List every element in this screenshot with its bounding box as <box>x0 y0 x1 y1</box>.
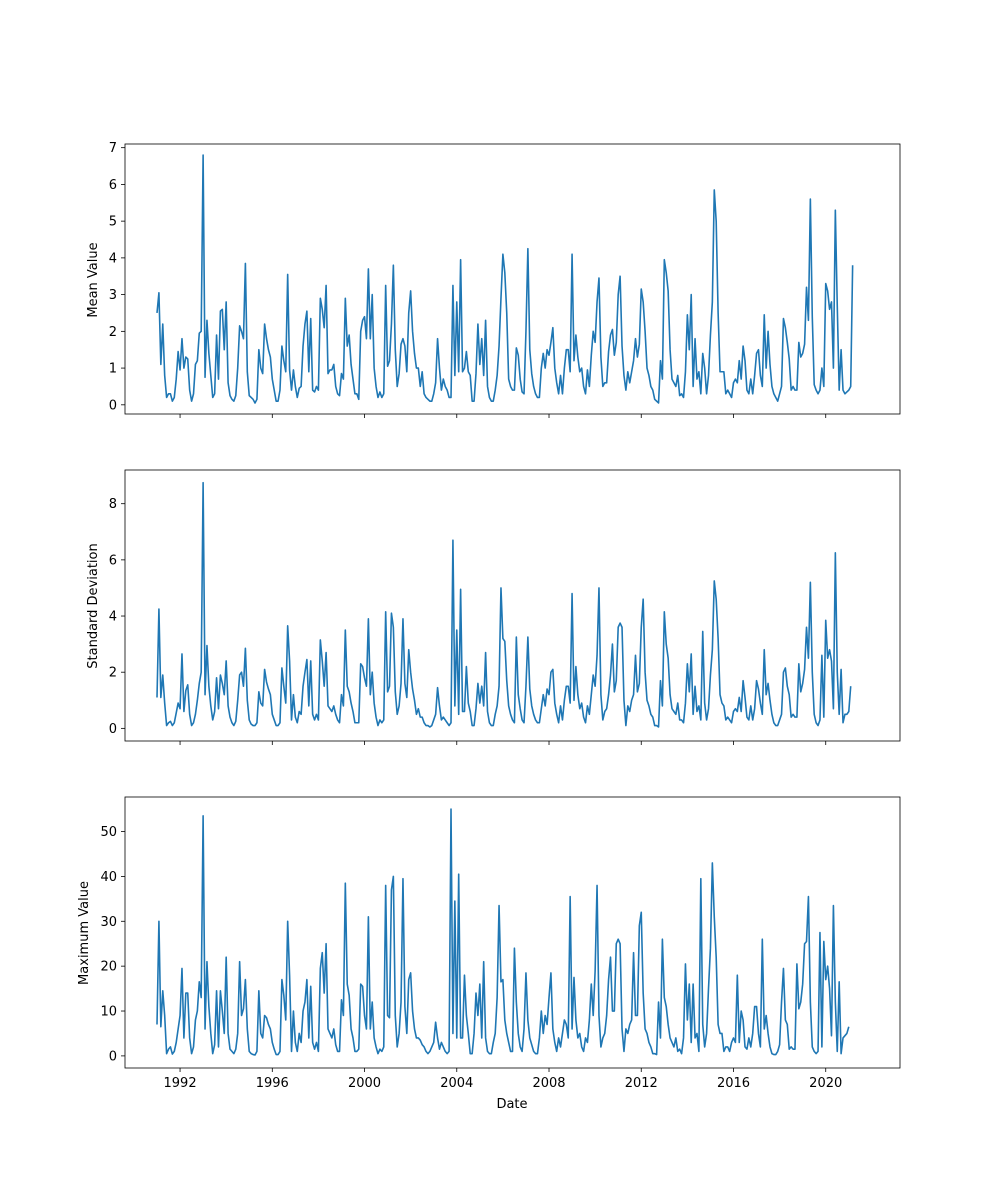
y-tick-label: 10 <box>100 1005 117 1020</box>
y-tick-label: 3 <box>109 288 117 303</box>
series-line-standard-deviation <box>156 481 852 728</box>
x-tick-label: 2004 <box>440 1076 473 1091</box>
y-tick-label: 0 <box>109 722 117 737</box>
y-tick-label: 7 <box>109 141 117 156</box>
y-tick-label: 20 <box>100 960 117 975</box>
y-tick-label: 2 <box>109 325 117 340</box>
panel-standard-deviation: 0 2 4 6 8 Standard Deviation <box>86 469 901 745</box>
y-tick-label: 0 <box>109 398 117 413</box>
y-tick-label: 8 <box>109 497 117 512</box>
x-tick-label: 1996 <box>256 1076 289 1091</box>
x-ticks <box>179 741 827 745</box>
y-tick-label: 2 <box>109 666 117 681</box>
y-tick-label: 4 <box>109 251 117 266</box>
y-axis-label: Mean Value <box>86 242 101 317</box>
y-ticks: 0 10 20 30 40 50 <box>100 825 125 1064</box>
y-tick-label: 4 <box>109 610 117 625</box>
plot-area <box>124 469 901 742</box>
y-tick-label: 40 <box>100 870 117 885</box>
y-ticks: 0 1 2 3 4 5 6 7 <box>109 141 125 413</box>
y-tick-label: 6 <box>109 553 117 568</box>
y-axis-label: Maximum Value <box>77 881 92 985</box>
x-ticks: 1992 1996 2000 2004 2008 2012 2016 2020 <box>164 1068 842 1091</box>
x-tick-label: 2008 <box>532 1076 565 1091</box>
y-tick-label: 0 <box>109 1049 117 1064</box>
y-tick-label: 6 <box>109 178 117 193</box>
y-ticks: 0 2 4 6 8 <box>109 497 125 737</box>
y-tick-label: 1 <box>109 362 117 377</box>
series-line-mean-value <box>156 154 854 404</box>
panel-maximum-value: 0 10 20 30 40 50 1992 1996 2000 2004 2008 2012 2016… <box>77 796 901 1112</box>
plot-area <box>124 143 901 415</box>
y-tick-label: 50 <box>100 825 117 840</box>
y-tick-label: 30 <box>100 915 117 930</box>
panel-mean-value: 0 1 2 3 4 5 6 7 Mean Value <box>86 141 901 418</box>
x-tick-label: 2020 <box>809 1076 842 1091</box>
x-tick-label: 2016 <box>717 1076 750 1091</box>
y-tick-label: 5 <box>109 215 117 230</box>
x-ticks <box>179 414 827 418</box>
y-axis-label: Standard Deviation <box>86 543 101 668</box>
x-tick-label: 2012 <box>625 1076 658 1091</box>
x-tick-label: 1992 <box>164 1076 197 1091</box>
x-tick-label: 2000 <box>348 1076 381 1091</box>
x-axis-label: Date <box>496 1097 527 1112</box>
series-line-maximum-value <box>156 808 850 1056</box>
